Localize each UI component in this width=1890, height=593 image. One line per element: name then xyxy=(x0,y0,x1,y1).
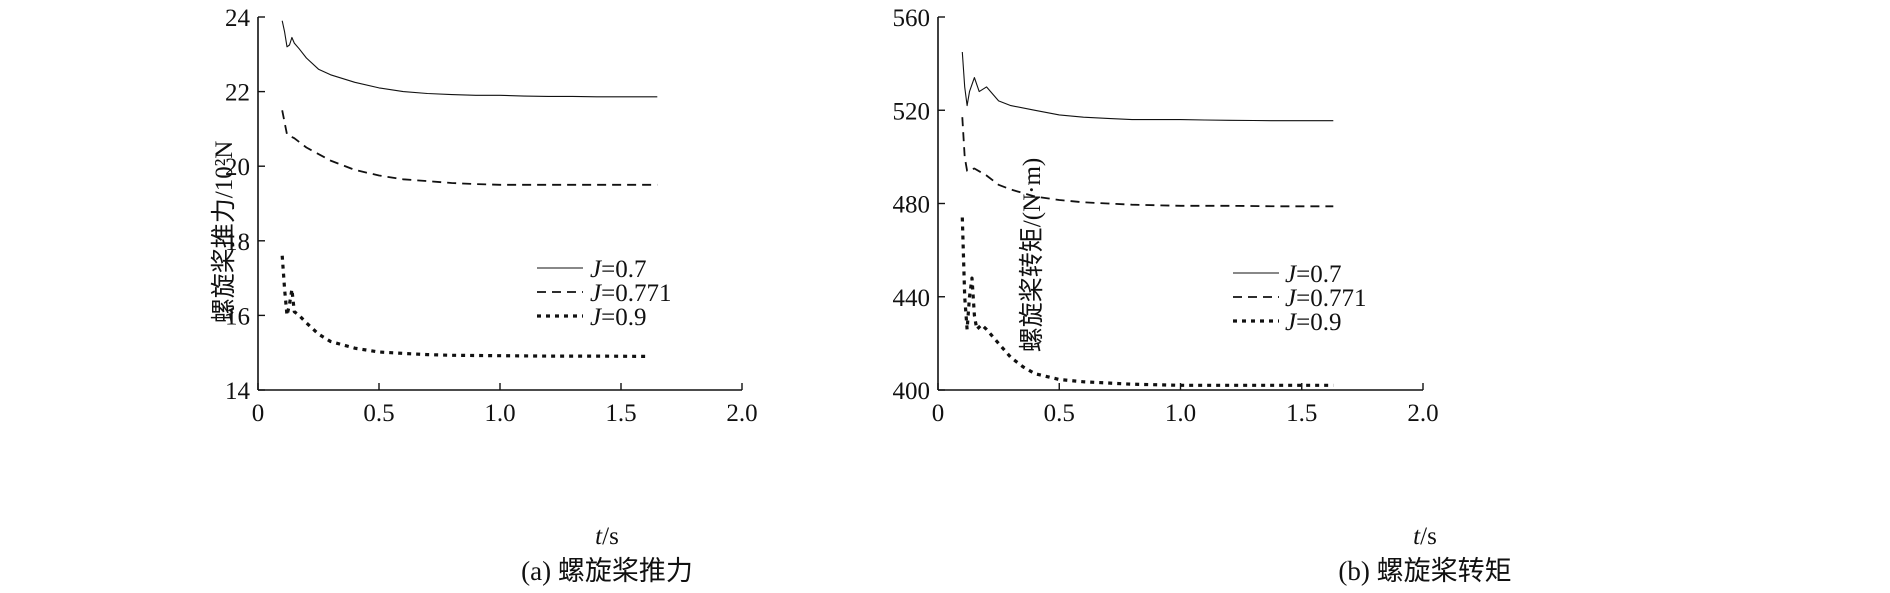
panel-a-ytick-label: 22 xyxy=(225,80,250,107)
panel-b-ticks: 0 0.5 1.0 1.5 2.0 400 440 480 520 560 xyxy=(893,5,1439,427)
panel-a-xlabel: t/s xyxy=(595,523,619,550)
panel-a-xtick-label: 1.0 xyxy=(484,400,515,427)
panel-b-xlabel-unit: /s xyxy=(1420,523,1437,550)
panel-b-series-line-dotted xyxy=(960,217,1334,387)
panel-a-legend-var: J xyxy=(590,280,603,307)
panel-b-xlabel: t/s xyxy=(1413,523,1437,550)
panel-b-xtick-label: 0.5 xyxy=(1044,400,1075,427)
panel-b-legend-value: =0.771 xyxy=(1296,285,1366,312)
panel-b-ytick-label: 400 xyxy=(893,378,931,405)
panel-b-ytick-label: 480 xyxy=(893,192,931,219)
panel-a-ytick-label: 14 xyxy=(225,378,251,405)
panel-a-series-line-solid xyxy=(281,20,658,98)
panel-a-legend-value: =0.7 xyxy=(601,256,646,283)
panel-b-legend-var: J xyxy=(1285,285,1298,312)
panel-a-xlabel-var: t xyxy=(595,523,603,550)
panel-a-ytick-label: 16 xyxy=(225,303,250,330)
panel-a-legend-label: J=0.771 xyxy=(590,280,671,307)
panel-b-xtick-label: 1.0 xyxy=(1165,400,1196,427)
panel-a-ytick-label: 18 xyxy=(225,229,250,256)
panel-a-xtick-label: 0 xyxy=(252,400,265,427)
panel-b-axes xyxy=(937,17,1423,391)
panel-a-legend-var: J xyxy=(590,304,603,331)
panel-b-legend-label: J=0.9 xyxy=(1285,309,1341,336)
panel-a-legend-label: J=0.9 xyxy=(590,304,646,331)
panel-b-legend-label: J=0.7 xyxy=(1285,261,1341,288)
panel-b-xtick-label: 0 xyxy=(932,400,945,427)
panel-a-ylabel: 螺旋桨推力/10²N xyxy=(210,141,238,324)
panel-b-series-line-dashed xyxy=(961,117,1334,208)
panel-a-legend-var: J xyxy=(590,256,603,283)
panel-b-legend-var: J xyxy=(1285,261,1298,288)
panel-b-ylabel: 螺旋桨转矩/(N·m) xyxy=(1018,158,1046,352)
panel-a-legend-value: =0.771 xyxy=(601,280,671,307)
panel-b-series xyxy=(960,51,1334,387)
panel-a-xtick-label: 2.0 xyxy=(726,400,757,427)
panel-a-legend-value: =0.9 xyxy=(601,304,646,331)
panel-b-ytick-label: 440 xyxy=(893,285,931,312)
panel-a-ticks: 0 0.5 1.0 1.5 2.0 14 16 18 20 22 24 xyxy=(225,5,758,427)
panel-b-legend-value: =0.9 xyxy=(1296,309,1341,336)
panel-b-ytick-label: 520 xyxy=(893,98,931,125)
panel-b-legend-value: =0.7 xyxy=(1296,261,1341,288)
panel-b-legend-var: J xyxy=(1285,309,1298,336)
panel-b-xtick-label: 1.5 xyxy=(1286,400,1317,427)
panel-b-ytick-label: 560 xyxy=(893,5,931,32)
panel-a-series-line-dashed xyxy=(281,110,658,186)
panel-a-series xyxy=(280,20,658,358)
panel-b-series-line-solid xyxy=(961,51,1334,122)
panel-b-torque-chart: (b) 螺旋桨转矩 螺旋桨转矩/(N·m) t/s 0 0.5 1.0 1.5 2.0 4… xyxy=(893,5,1512,586)
panel-a-axes xyxy=(257,17,742,391)
panel-b-caption: (b) 螺旋桨转矩 xyxy=(1338,556,1511,586)
panel-a-legend-label: J=0.7 xyxy=(590,256,646,283)
panel-b-xtick-label: 2.0 xyxy=(1407,400,1438,427)
panel-b-xlabel-var: t xyxy=(1413,523,1421,550)
panel-a-xtick-label: 0.5 xyxy=(363,400,394,427)
panel-a-caption: (a) 螺旋桨推力 xyxy=(521,556,693,586)
panel-a-ytick-label: 24 xyxy=(225,5,251,32)
panel-b-legend-label: J=0.771 xyxy=(1285,285,1366,312)
panel-a-series-line-dotted xyxy=(280,255,646,358)
panel-a-xlabel-unit: /s xyxy=(602,523,619,550)
panel-a-xtick-label: 1.5 xyxy=(605,400,636,427)
panel-a-ytick-label: 20 xyxy=(225,154,250,181)
panel-a-thrust-chart: (a) 螺旋桨推力 螺旋桨推力/10²N t/s 0 0.5 1.0 1.5 2.0 14… xyxy=(210,5,758,586)
